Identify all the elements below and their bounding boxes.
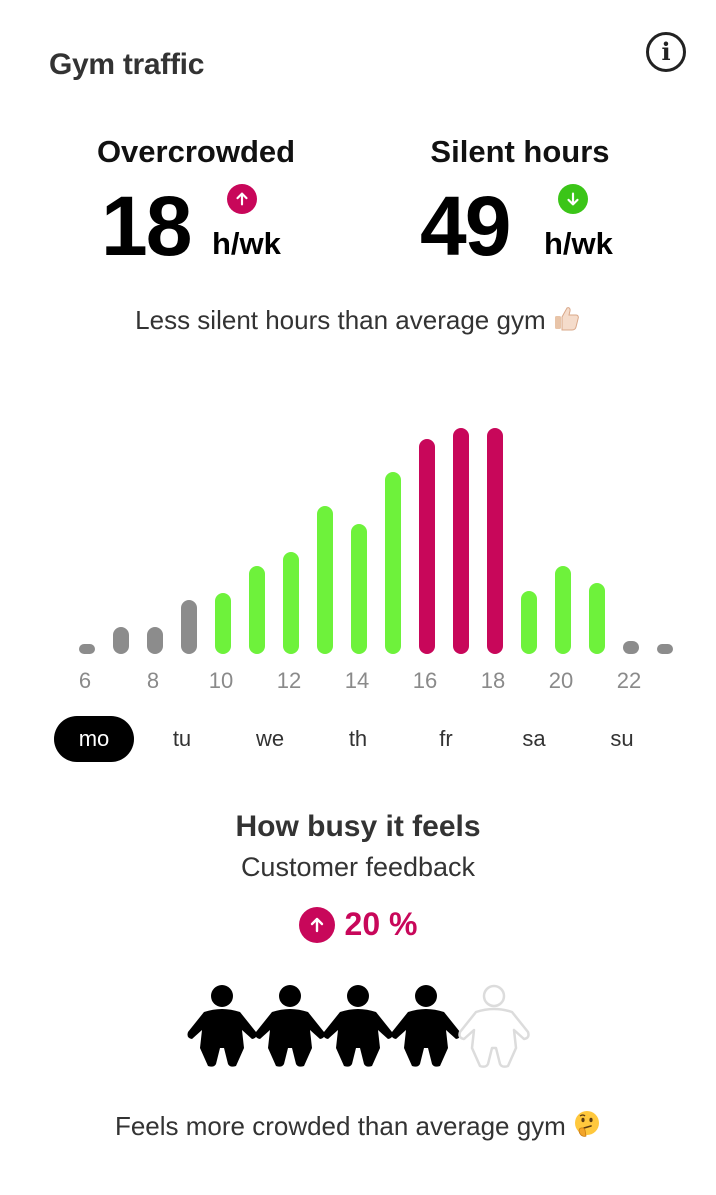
chart-tick-label: 8	[146, 668, 160, 693]
overcrowded-stat: Overcrowded 18 h/wk	[31, 134, 361, 274]
chart-bar-hour-23	[657, 644, 673, 654]
chart-tick-label: 20	[548, 668, 574, 693]
thinking-face-icon	[575, 1111, 600, 1137]
person-empty-icon	[458, 984, 530, 1068]
chart-bar-hour-6	[79, 644, 95, 654]
chart-bar-hour-14	[351, 524, 367, 654]
chart-bar-hour-18	[487, 428, 503, 654]
chart-bar-hour-19	[521, 591, 537, 654]
arrow-up-icon	[227, 184, 257, 214]
chart-bar-hour-16	[419, 438, 435, 654]
feedback-title: How busy it feels	[235, 810, 481, 843]
comparison-caption: Less silent hours than average gym	[0, 304, 716, 336]
page-title: Gym traffic	[49, 48, 205, 81]
overcrowded-unit: h/wk	[212, 226, 281, 261]
info-icon: i	[661, 37, 671, 66]
day-tab-we[interactable]: we	[255, 726, 285, 751]
chart-bar-hour-12	[283, 551, 299, 654]
chart-bar-hour-7	[113, 626, 129, 654]
day-tab-su[interactable]: su	[610, 726, 634, 751]
day-tab-fr[interactable]: fr	[439, 726, 453, 751]
silent-hours-value: 49	[420, 179, 511, 273]
chart-bar-hour-21	[589, 582, 605, 654]
person-filled-icon	[390, 984, 462, 1068]
day-selector: mo tu we th fr sa su	[0, 716, 716, 762]
feedback-change-value: 20 %	[344, 906, 418, 942]
silent-hours-label: Silent hours	[430, 134, 610, 169]
feedback-change: 20 %	[0, 906, 716, 943]
feedback-caption-text: Feels more crowded than average gym	[114, 1111, 566, 1141]
chart-tick-label: 12	[276, 668, 302, 693]
person-filled-icon	[186, 984, 258, 1068]
chart-bar-hour-10	[215, 593, 231, 654]
arrow-down-icon	[558, 184, 588, 214]
chart-bar-hour-22	[623, 641, 639, 654]
chart-tick-label: 16	[412, 668, 438, 693]
traffic-bar-chart: 6 8 10 12 14 16 18 20 22	[0, 380, 716, 710]
thumbs-up-icon	[554, 307, 579, 331]
person-filled-icon	[254, 984, 326, 1068]
chart-bar-hour-8	[147, 626, 163, 654]
person-filled-icon	[322, 984, 394, 1068]
day-tab-mo[interactable]: mo	[54, 716, 134, 762]
chart-bar-hour-9	[181, 599, 197, 654]
arrow-up-icon	[298, 906, 335, 943]
chart-bar-hour-15	[385, 472, 401, 654]
chart-tick-label: 18	[480, 668, 506, 693]
feedback-subtitle: Customer feedback	[240, 852, 476, 882]
chart-bar-hour-20	[555, 566, 571, 654]
day-tab-sa[interactable]: sa	[522, 726, 546, 751]
chart-tick-label: 14	[344, 668, 370, 693]
chart-bar-hour-13	[317, 505, 333, 654]
comparison-caption-text: Less silent hours than average gym	[135, 305, 546, 335]
silent-hours-unit: h/wk	[544, 226, 613, 261]
overcrowded-value: 18	[101, 179, 192, 273]
chart-bar-hour-11	[249, 566, 265, 654]
day-tab-tu[interactable]: tu	[172, 726, 192, 751]
overcrowded-label: Overcrowded	[96, 134, 296, 169]
chart-tick-label: 22	[616, 668, 642, 693]
chart-bar-hour-17	[453, 428, 469, 654]
feedback-caption: Feels more crowded than average gym	[0, 1110, 716, 1142]
day-tab-th[interactable]: th	[348, 726, 368, 751]
info-button[interactable]: i	[646, 32, 686, 72]
crowd-rating	[186, 984, 530, 1068]
silent-hours-stat: Silent hours 49 h/wk	[355, 134, 685, 274]
chart-tick-label: 10	[208, 668, 234, 693]
chart-tick-label: 6	[78, 668, 92, 693]
